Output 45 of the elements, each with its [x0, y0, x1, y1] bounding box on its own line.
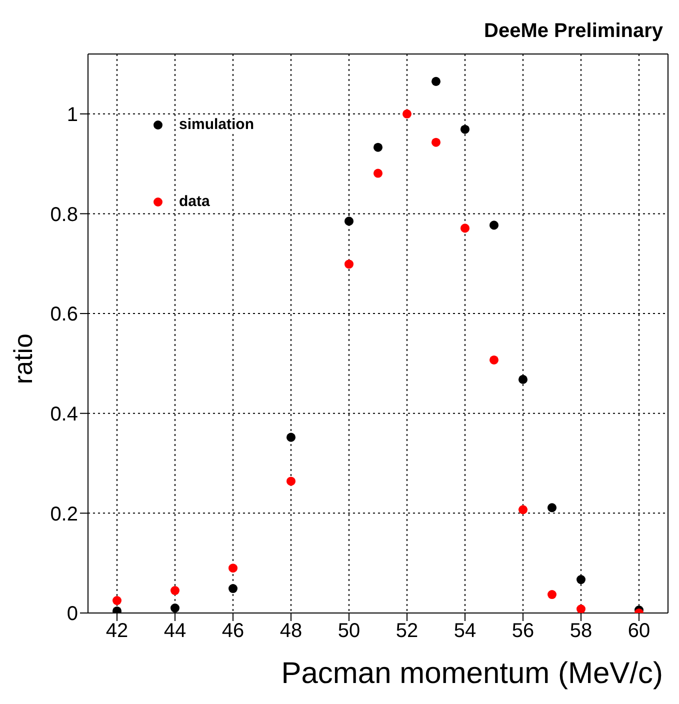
- legend-label: data: [177, 193, 212, 210]
- y-tick-label: 0.8: [50, 204, 78, 226]
- point: [286, 432, 296, 442]
- y-tick-label: 0.6: [50, 304, 78, 326]
- point: [576, 575, 586, 584]
- point: [344, 260, 354, 269]
- x-axis-title: Pacman momentum (MeV/c): [281, 657, 663, 690]
- point: [344, 216, 354, 226]
- point: [460, 124, 470, 134]
- point: [431, 76, 441, 86]
- point: [112, 596, 122, 606]
- point: [431, 138, 441, 147]
- point: [170, 586, 180, 596]
- chart-title: DeeMe Preliminary: [484, 20, 663, 43]
- point: [518, 374, 528, 384]
- x-tick-label: 42: [106, 620, 128, 642]
- x-tick-label: 44: [164, 620, 186, 642]
- y-axis-title: ratio: [8, 334, 38, 384]
- x-tick-label: 48: [280, 620, 302, 642]
- point: [576, 604, 586, 613]
- x-tick-label: 58: [570, 620, 592, 642]
- y-tick-label: 0.2: [50, 503, 78, 526]
- y-tick-label: 1: [66, 104, 78, 126]
- legend-label: simulation: [177, 116, 256, 133]
- point: [460, 224, 470, 233]
- point: [489, 355, 499, 364]
- point: [547, 590, 557, 600]
- point: [373, 168, 383, 178]
- point: [518, 505, 528, 514]
- y-tick-label: 0.4: [50, 403, 78, 426]
- point: [489, 220, 499, 230]
- x-tick-label: 52: [396, 620, 418, 642]
- x-tick-label: 54: [454, 620, 476, 642]
- point: [228, 584, 238, 594]
- point: [373, 142, 383, 152]
- point: [170, 604, 180, 613]
- x-tick-label: 46: [222, 620, 244, 642]
- point: [402, 109, 412, 118]
- x-tick-label: 60: [628, 620, 650, 642]
- point: [286, 476, 296, 486]
- point: [228, 564, 238, 573]
- x-tick-label: 50: [338, 620, 360, 642]
- y-tick-label: 0: [66, 603, 78, 626]
- x-tick-label: 56: [512, 620, 534, 642]
- point: [547, 503, 557, 512]
